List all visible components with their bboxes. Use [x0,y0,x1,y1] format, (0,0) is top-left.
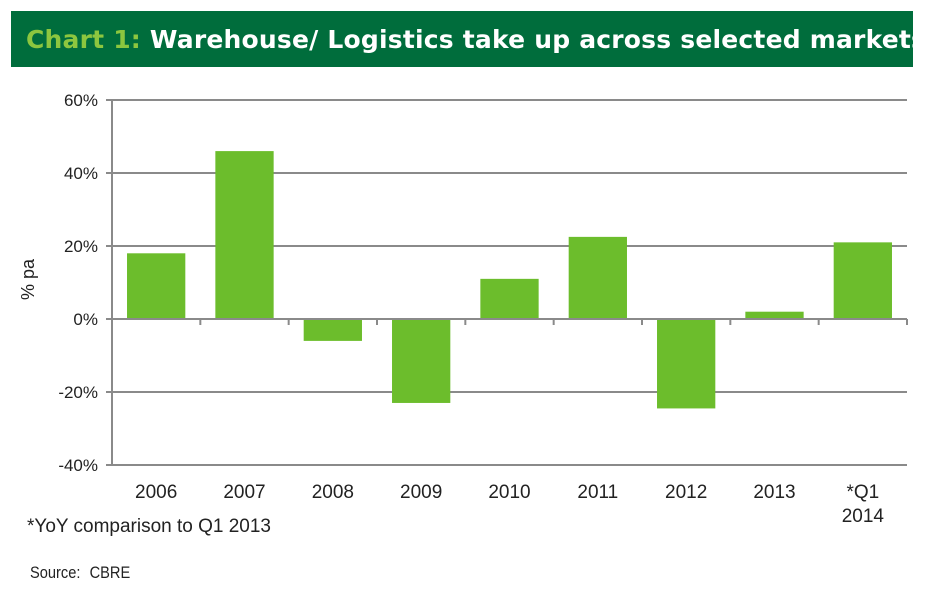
bar [480,278,539,319]
bar [745,311,804,319]
y-tick-label: -40% [58,456,98,475]
bar [215,151,274,319]
x-tick-label: 2011 [577,482,618,503]
source-label: Source: [30,563,81,582]
bar [657,319,716,409]
x-tick-label: 2012 [665,482,707,503]
source-line: Source: CBRE [30,563,135,583]
chart-title-bar: Chart 1: Warehouse/ Logistics take up ac… [11,11,926,67]
bar [833,242,892,319]
y-tick-label: 60% [64,91,98,110]
y-tick-label: 40% [64,164,98,183]
y-axis-label: % pa [18,258,38,300]
x-tick-label: *Q1 2014 [842,482,885,527]
x-tick-label: 2010 [488,482,530,503]
bar [303,319,362,341]
x-tick-label: 2013 [753,482,795,503]
x-tick-label: 2006 [135,482,177,503]
x-tick-label: 2007 [223,482,265,503]
y-tick-label: 20% [64,237,98,256]
bar [392,319,451,403]
footnote: *YoY comparison to Q1 2013 [27,516,272,537]
y-tick-label: -20% [58,383,98,402]
chart-title-text: Warehouse/ Logistics take up across sele… [149,24,926,54]
source-value: CBRE [89,563,131,582]
bar [568,236,627,319]
chart-title: Chart 1: Warehouse/ Logistics take up ac… [26,25,926,54]
chart-number: Chart 1: [26,24,141,54]
x-tick-label: 2008 [312,482,354,503]
bar [127,253,186,319]
x-tick-label: 2009 [400,482,442,503]
y-tick-label: 0% [73,310,98,329]
